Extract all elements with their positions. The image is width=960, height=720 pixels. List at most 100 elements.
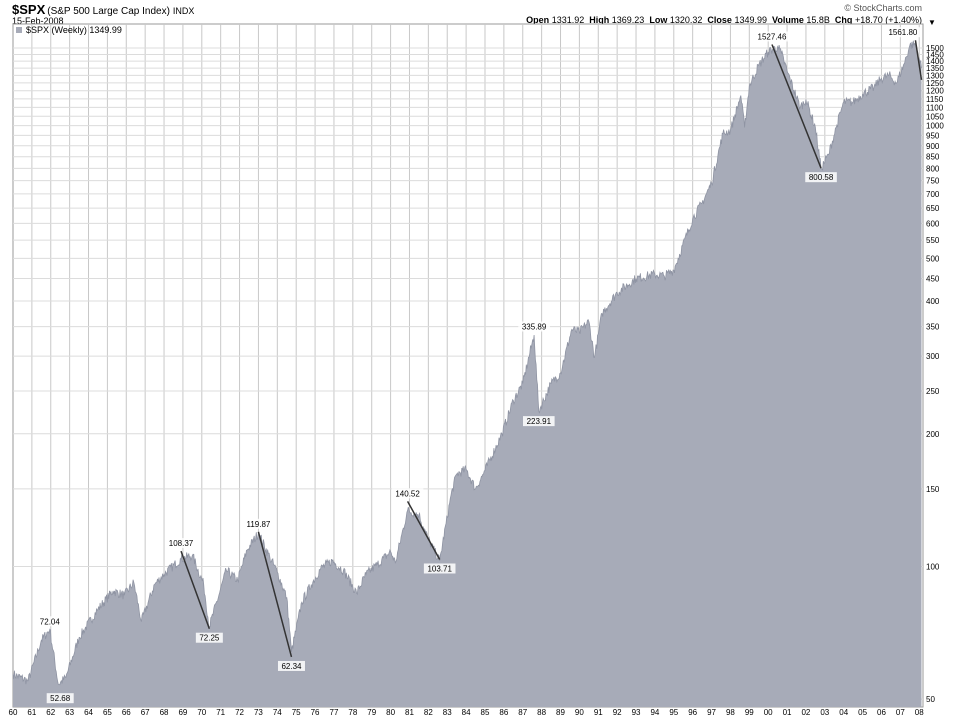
- y-tick-label: 400: [926, 297, 940, 306]
- open-label: Open: [526, 15, 550, 25]
- x-tick-label: 06: [877, 708, 886, 717]
- exchange: INDX: [172, 6, 195, 16]
- close-label: Close: [707, 15, 732, 25]
- y-tick-label: 350: [926, 323, 940, 332]
- x-tick-label: 05: [858, 708, 867, 717]
- trend-line: [406, 500, 441, 560]
- x-tick-label: 79: [367, 708, 376, 717]
- trend-lines: [180, 40, 923, 658]
- x-tick-label: 99: [745, 708, 754, 717]
- y-tick-label: 600: [926, 219, 940, 228]
- x-tick-label: 94: [650, 708, 659, 717]
- trend-line: [257, 531, 293, 658]
- y-tick-label: 800: [926, 164, 940, 173]
- annotation-box: [165, 538, 197, 549]
- x-tick-label: 74: [273, 708, 282, 717]
- x-tick-label: 63: [65, 708, 74, 717]
- x-tick-label: 02: [801, 708, 810, 717]
- close-value: 1349.99: [734, 15, 767, 25]
- chg-value: +18.70 (+1.40%): [854, 15, 922, 25]
- x-tick-label: 77: [330, 708, 339, 717]
- x-tick-label: 86: [499, 708, 508, 717]
- x-tick-label: 03: [820, 708, 829, 717]
- legend-swatch: [16, 27, 22, 33]
- annotation-label: 72.25: [199, 634, 220, 643]
- volume-label: Volume: [772, 15, 804, 25]
- annotation-box: [884, 27, 921, 38]
- annotation-box: [391, 488, 424, 499]
- x-tick-label: 93: [632, 708, 641, 717]
- symbol: $SPX: [12, 2, 46, 17]
- x-tick-label: 64: [84, 708, 93, 717]
- quote-bar: Open 1331.92 High 1369.23 Low 1320.32 Cl…: [526, 15, 922, 25]
- annotation-label: 335.89: [522, 322, 547, 331]
- trend-line: [180, 550, 211, 629]
- x-tick-label: 95: [669, 708, 678, 717]
- x-tick-label: 82: [424, 708, 433, 717]
- y-tick-label: 150: [926, 485, 940, 494]
- price-area: [13, 40, 922, 707]
- y-tick-label: 650: [926, 204, 940, 213]
- trend-line: [771, 44, 822, 169]
- x-tick-label: 81: [405, 708, 414, 717]
- x-tick-label: 66: [122, 708, 131, 717]
- x-tick-label: 84: [462, 708, 471, 717]
- annotation-label: 1527.46: [758, 32, 787, 41]
- annotation-label: 223.91: [527, 417, 552, 426]
- y-tick-label: 700: [926, 190, 940, 199]
- y-tick-label: 300: [926, 352, 940, 361]
- x-tick-label: 92: [613, 708, 622, 717]
- price-annotations: 72.04 52.68 108.37 72.25 119.87 62.34 140.52 10…: [36, 27, 921, 704]
- annotation-box: [423, 563, 456, 574]
- x-tick-label: 76: [311, 708, 320, 717]
- annotation-label: 62.34: [281, 662, 302, 671]
- annotation-label: 119.87: [246, 520, 270, 529]
- y-tick-label: 200: [926, 430, 940, 439]
- x-tick-label: 89: [556, 708, 565, 717]
- x-tick-label: 78: [348, 708, 357, 717]
- x-tick-label: 60: [9, 708, 18, 717]
- x-tick-label: 07: [896, 708, 905, 717]
- y-tick-label: 750: [926, 177, 940, 186]
- y-tick-label: 1300: [926, 71, 944, 80]
- x-tick-label: 75: [292, 708, 301, 717]
- y-tick-label: 50: [926, 695, 935, 704]
- x-tick-label: 68: [160, 708, 169, 717]
- y-tick-label: 1350: [926, 64, 944, 73]
- y-tick-label: 1200: [926, 87, 944, 96]
- x-tick-label: 98: [726, 708, 735, 717]
- trend-line: [914, 40, 923, 80]
- x-tick-label: 80: [386, 708, 395, 717]
- x-tick-label: 67: [141, 708, 150, 717]
- y-tick-label: 1450: [926, 50, 944, 59]
- x-tick-label: 62: [46, 708, 55, 717]
- index-name: (S&P 500 Large Cap Index): [47, 6, 170, 17]
- x-tick-label: 70: [197, 708, 206, 717]
- y-tick-label: 100: [926, 562, 940, 571]
- x-tick-label: 69: [178, 708, 187, 717]
- y-tick-label: 450: [926, 274, 940, 283]
- y-tick-label: 1400: [926, 57, 944, 66]
- x-tick-label: 71: [216, 708, 225, 717]
- y-tick-label: 1250: [926, 79, 944, 88]
- high-value: 1369.23: [611, 15, 645, 25]
- y-tick-label: 1000: [926, 122, 944, 131]
- x-tick-label: 91: [594, 708, 603, 717]
- y-tick-label: 1100: [926, 103, 944, 112]
- x-tick-label: 61: [27, 708, 36, 717]
- x-tick-label: 88: [537, 708, 546, 717]
- open-value: 1331.92: [551, 15, 585, 25]
- y-tick-label: 900: [926, 142, 940, 151]
- y-tick-label: 500: [926, 254, 940, 263]
- x-tick-label: 83: [443, 708, 452, 717]
- y-tick-label: 1500: [926, 44, 944, 53]
- annotation-label: 140.52: [395, 489, 420, 498]
- x-tick-label: 04: [839, 708, 848, 717]
- brand-credit: © StockCharts.com: [844, 3, 922, 13]
- annotation-label: 72.04: [40, 617, 61, 626]
- annotation-box: [522, 416, 555, 427]
- x-tick-label: 90: [575, 708, 584, 717]
- y-tick-label: 950: [926, 131, 940, 140]
- annotation-box: [805, 172, 837, 183]
- annotation-box: [195, 632, 223, 643]
